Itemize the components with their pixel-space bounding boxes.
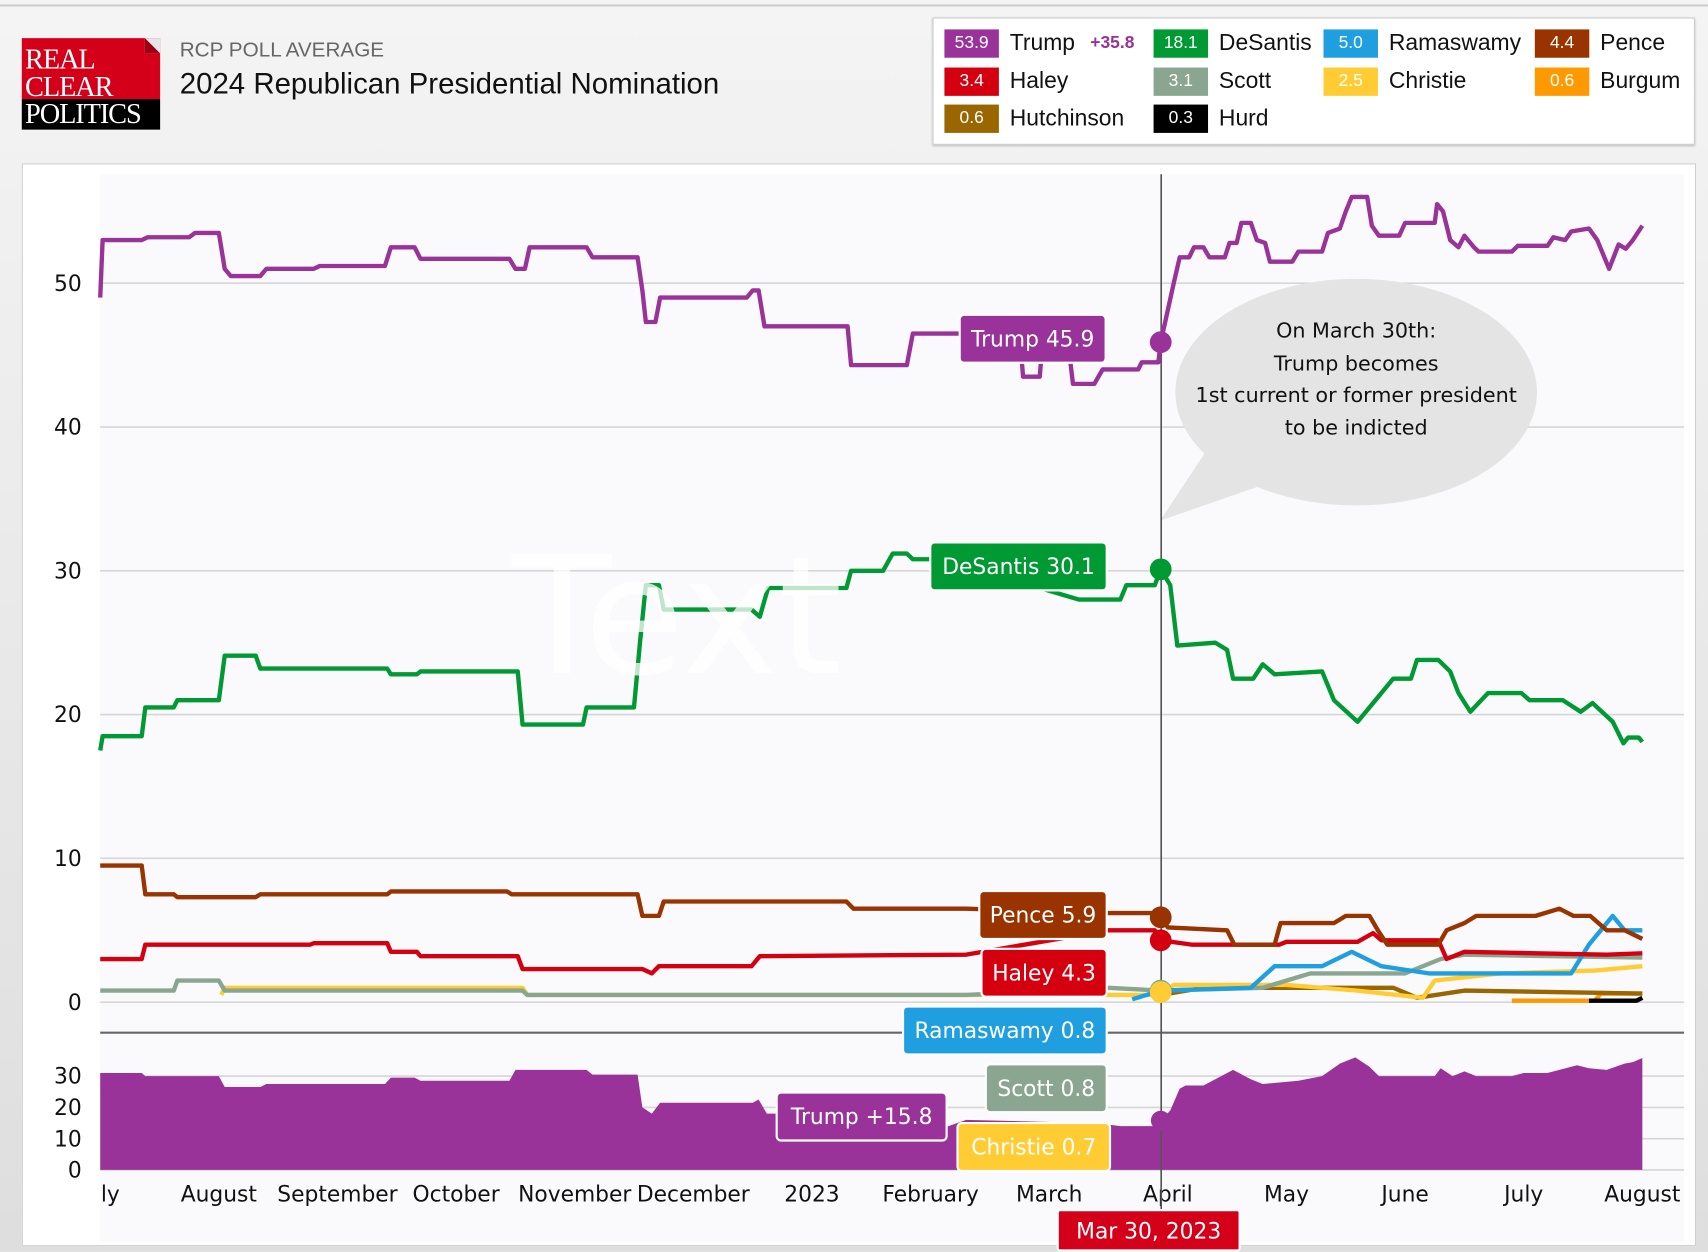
x-tick-label: December <box>637 1182 750 1207</box>
legend-item-christie[interactable]: 2.5 Christie <box>1323 67 1467 96</box>
rcp-logo[interactable]: REAL CLEAR POLITICS <box>21 38 161 130</box>
y-tick-label-spread: 30 <box>54 1065 82 1090</box>
legend-value-badge: 3.1 <box>1153 67 1209 96</box>
y-tick-label: 0 <box>68 991 82 1016</box>
marker-desantis <box>1149 558 1172 581</box>
legend-name: Haley <box>1009 68 1069 94</box>
x-tick-label: July <box>1502 1182 1543 1207</box>
watermark: Text <box>511 522 843 713</box>
legend-lead: +35.8 <box>1090 33 1135 53</box>
y-tick-label: 30 <box>54 559 82 584</box>
legend-item-pence[interactable]: 4.4 Pence <box>1534 29 1666 58</box>
x-tick-label: July <box>79 1182 120 1207</box>
tooltip-haley: Haley 4.3 <box>980 947 1108 998</box>
marker-christie <box>1149 981 1172 1003</box>
page-title: 2024 Republican Presidential Nomination <box>179 67 720 101</box>
x-tick-label: 2023 <box>784 1182 839 1207</box>
marker-pence <box>1149 906 1172 929</box>
subtitle: RCP POLL AVERAGE <box>179 39 385 63</box>
y-tick-label-spread: 20 <box>54 1096 82 1121</box>
series-line-haley <box>100 928 1643 976</box>
annotation-bubble <box>1160 278 1538 521</box>
marker-haley <box>1149 929 1172 952</box>
legend-name: Burgum <box>1600 68 1681 94</box>
legend-value-badge: 53.9 <box>944 29 999 58</box>
top-divider <box>0 4 1708 7</box>
x-tick-label: November <box>518 1182 631 1207</box>
tooltip-pence: Pence 5.9 <box>978 889 1108 941</box>
tooltip-desantis: DeSantis 30.1 <box>929 541 1108 592</box>
legend-value-badge: 5.0 <box>1323 29 1378 58</box>
trump-lead-area <box>100 1057 1643 1170</box>
legend-name: DeSantis <box>1218 30 1312 56</box>
legend-name: Christie <box>1388 68 1467 94</box>
tooltip-christie: Christie 0.7 <box>956 1121 1112 1173</box>
legend-item-hutchinson[interactable]: 0.6 Hutchinson <box>944 104 1125 133</box>
legend-name: Trump <box>1009 30 1076 56</box>
x-tick-label: August <box>1604 1182 1681 1207</box>
legend-value-badge: 18.1 <box>1153 29 1209 58</box>
annotation-line: Trump becomes <box>1273 351 1439 376</box>
tooltip-scott: Scott 0.8 <box>984 1063 1108 1114</box>
legend-item-ramaswamy[interactable]: 5.0 Ramaswamy <box>1323 29 1522 58</box>
y-tick-label: 50 <box>54 272 82 297</box>
legend-value-badge: 2.5 <box>1323 67 1378 96</box>
legend-value-badge: 0.6 <box>1534 67 1590 96</box>
x-tick-label: April <box>1143 1182 1193 1207</box>
tooltip-trump-spread: Trump +15.8 <box>775 1091 948 1142</box>
y-tick-label: 20 <box>54 703 82 728</box>
x-tick-label: August <box>181 1182 258 1207</box>
x-tick-label: March <box>1016 1182 1082 1207</box>
y-tick-label: 40 <box>54 416 82 441</box>
legend-item-desantis[interactable]: 18.1 DeSantis <box>1153 29 1312 58</box>
marker-spread <box>1150 1110 1171 1131</box>
tooltip-ramaswamy: Ramaswamy 0.8 <box>901 1005 1108 1056</box>
legend-item-hurd[interactable]: 0.3 Hurd <box>1153 104 1269 133</box>
logo-word: REAL <box>25 43 96 76</box>
tooltip-trump: Trump 45.9 <box>958 313 1107 364</box>
legend-value-badge: 0.3 <box>1153 104 1209 133</box>
legend-name: Ramaswamy <box>1388 30 1522 56</box>
marker-trump <box>1149 331 1172 354</box>
x-tick-label: June <box>1379 1182 1428 1207</box>
y-tick-label-spread: 10 <box>54 1127 82 1152</box>
annotation-text: On March 30th: Trump becomes 1st current… <box>1182 316 1531 445</box>
legend-name: Scott <box>1218 68 1272 94</box>
x-tick-label: May <box>1264 1182 1309 1207</box>
legend-item-scott[interactable]: 3.1 Scott <box>1153 67 1272 96</box>
legend-item-burgum[interactable]: 0.6 Burgum <box>1534 67 1681 96</box>
series-line-ramaswamy <box>1131 913 1643 1002</box>
logo-word: POLITICS <box>25 98 142 130</box>
legend-value-badge: 3.4 <box>944 67 999 96</box>
annotation-line: 1st current or former president <box>1195 383 1517 408</box>
legend-name: Hutchinson <box>1009 105 1125 131</box>
annotation-line: On March 30th: <box>1276 319 1437 344</box>
legend-name: Hurd <box>1218 105 1269 131</box>
legend-item-haley[interactable]: 3.4 Haley <box>944 67 1069 96</box>
annotation-line: to be indicted <box>1284 415 1428 440</box>
y-tick-label-spread: 0 <box>68 1159 82 1184</box>
logo-word: CLEAR <box>25 70 113 103</box>
legend: 53.9 Trump +35.8 18.1 DeSantis 5.0 Ramaswamy 4.… <box>932 17 1695 145</box>
series-line-hurd <box>1588 995 1644 1003</box>
x-tick-label: October <box>413 1182 500 1207</box>
legend-value-badge: 4.4 <box>1534 29 1590 58</box>
legend-name: Pence <box>1600 30 1666 56</box>
x-tick-label: September <box>277 1182 397 1207</box>
legend-value-badge: 0.6 <box>944 104 999 133</box>
series-line-desantis <box>98 551 1645 751</box>
y-tick-label: 10 <box>54 847 82 872</box>
legend-item-trump[interactable]: 53.9 Trump +35.8 <box>944 29 1135 58</box>
x-crosshair-date: Mar 30, 2023 <box>1056 1209 1241 1252</box>
x-tick-label: February <box>882 1182 979 1207</box>
